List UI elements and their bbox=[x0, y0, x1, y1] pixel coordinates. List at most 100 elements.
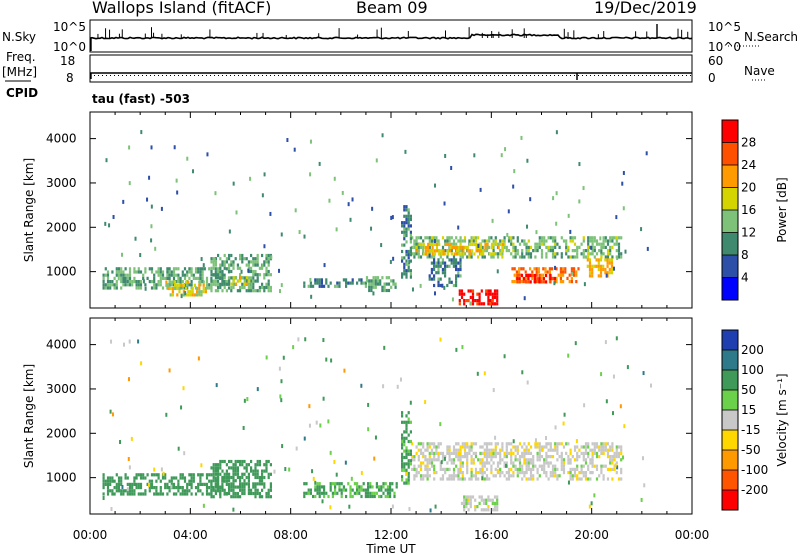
velocity-cell bbox=[536, 477, 539, 481]
velocity-cell bbox=[487, 495, 490, 499]
power-cell bbox=[602, 236, 605, 240]
velocity-cell bbox=[620, 448, 623, 452]
velocity-cell bbox=[115, 486, 118, 490]
velocity-cell bbox=[323, 494, 326, 499]
power-cell bbox=[223, 260, 226, 264]
power-cell bbox=[620, 255, 623, 259]
power-cell bbox=[516, 252, 519, 256]
power-cell bbox=[228, 269, 231, 274]
power-cell bbox=[263, 276, 266, 280]
velocity-cell bbox=[417, 471, 420, 475]
power-cell bbox=[567, 249, 570, 253]
power-cell bbox=[187, 293, 190, 297]
velocity-cell bbox=[562, 421, 565, 426]
velocity-cell bbox=[606, 477, 610, 481]
power-cell bbox=[448, 236, 451, 240]
velocity-cell bbox=[401, 462, 404, 466]
velocity-cell bbox=[261, 475, 264, 480]
velocity-cell bbox=[485, 467, 489, 471]
power-cell bbox=[137, 270, 140, 274]
power-cell bbox=[455, 246, 458, 250]
velocity-cell bbox=[210, 495, 213, 499]
velocity-cell bbox=[488, 477, 491, 481]
power-cell bbox=[405, 205, 408, 209]
velocity-cell bbox=[401, 465, 404, 469]
velocity-cell bbox=[140, 361, 143, 366]
power-cell bbox=[604, 267, 607, 272]
velocity-cell bbox=[463, 445, 467, 449]
power-cell bbox=[555, 276, 558, 280]
velocity-cell bbox=[106, 476, 110, 480]
velocity-cell bbox=[483, 477, 486, 481]
velocity-cell bbox=[329, 482, 332, 486]
power-cell bbox=[234, 282, 238, 286]
velocity-cell bbox=[407, 471, 410, 476]
velocity-cell bbox=[463, 508, 466, 512]
velocity-cell bbox=[282, 355, 285, 360]
velocity-cell bbox=[356, 491, 359, 495]
power-cell bbox=[525, 245, 528, 249]
power-cell bbox=[565, 242, 568, 246]
velocity-cell bbox=[234, 459, 237, 464]
power-cell bbox=[499, 242, 502, 246]
power-cell bbox=[495, 242, 498, 246]
velocity-cell bbox=[403, 468, 406, 472]
power-cell bbox=[547, 245, 550, 249]
power-cell bbox=[263, 172, 266, 177]
power-cell bbox=[368, 279, 371, 283]
power-cell bbox=[529, 267, 532, 271]
power-cell bbox=[549, 280, 552, 284]
power-cell bbox=[167, 283, 170, 287]
velocity-cell bbox=[540, 464, 544, 468]
velocity-cell bbox=[399, 377, 402, 382]
velocity-cbar-frame bbox=[721, 329, 739, 511]
velocity-cell bbox=[545, 461, 548, 465]
power-cell bbox=[349, 281, 352, 285]
power-cell bbox=[334, 284, 337, 288]
velocity-cell bbox=[150, 473, 154, 477]
velocity-cell bbox=[382, 491, 385, 495]
power-cell bbox=[535, 230, 538, 235]
velocity-cell bbox=[419, 477, 423, 481]
power-cell bbox=[474, 236, 478, 240]
velocity-cell bbox=[353, 482, 356, 486]
velocity-cell bbox=[192, 473, 195, 477]
velocity-cell bbox=[128, 482, 132, 486]
power-cell bbox=[622, 206, 625, 211]
velocity-cell bbox=[494, 445, 497, 449]
power-cell bbox=[455, 280, 458, 284]
velocity-cell bbox=[223, 459, 226, 464]
velocity-cell bbox=[536, 471, 539, 475]
power-cell bbox=[450, 236, 453, 240]
power-cell bbox=[610, 261, 614, 265]
velocity-cell bbox=[602, 451, 605, 455]
velocity-cell bbox=[567, 471, 570, 475]
power-cell bbox=[578, 199, 581, 204]
power-cell bbox=[491, 299, 494, 303]
velocity-cell bbox=[510, 461, 513, 465]
velocity-cell bbox=[545, 471, 548, 475]
power-cell bbox=[457, 225, 460, 230]
velocity-cell bbox=[250, 466, 253, 470]
velocity-cell bbox=[102, 492, 105, 496]
velocity-cell bbox=[405, 452, 408, 456]
velocity-cell bbox=[483, 461, 486, 465]
velocity-cell bbox=[111, 412, 114, 417]
power-cbar-segment bbox=[722, 210, 738, 233]
power-cell bbox=[189, 290, 192, 294]
power-cell bbox=[128, 181, 131, 186]
velocity-cell bbox=[569, 467, 572, 471]
velocity-cell bbox=[180, 405, 183, 410]
velocity-cell bbox=[518, 461, 522, 465]
power-cell bbox=[385, 276, 388, 280]
power-cell bbox=[252, 257, 255, 261]
velocity-cell bbox=[573, 458, 577, 462]
velocity-cell bbox=[181, 476, 184, 480]
velocity-cell bbox=[450, 458, 453, 462]
velocity-cell bbox=[214, 476, 217, 480]
velocity-cell bbox=[478, 495, 481, 499]
velocity-cell bbox=[247, 475, 250, 480]
velocity-cell bbox=[197, 486, 200, 490]
velocity-cell bbox=[232, 507, 235, 512]
power-cell bbox=[254, 269, 257, 274]
